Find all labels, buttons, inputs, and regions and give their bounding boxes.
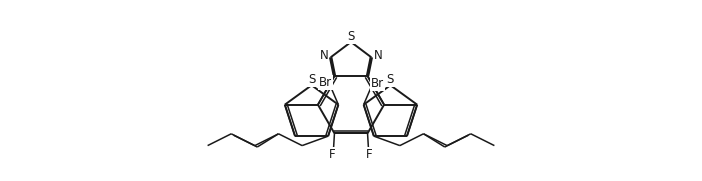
Text: S: S xyxy=(347,30,355,43)
Text: Br: Br xyxy=(371,77,385,90)
Text: S: S xyxy=(308,73,315,86)
Text: S: S xyxy=(387,73,394,86)
Text: N: N xyxy=(319,49,329,62)
Text: Br: Br xyxy=(319,76,332,89)
Text: F: F xyxy=(366,148,373,161)
Text: F: F xyxy=(329,148,336,161)
Text: N: N xyxy=(373,49,383,62)
